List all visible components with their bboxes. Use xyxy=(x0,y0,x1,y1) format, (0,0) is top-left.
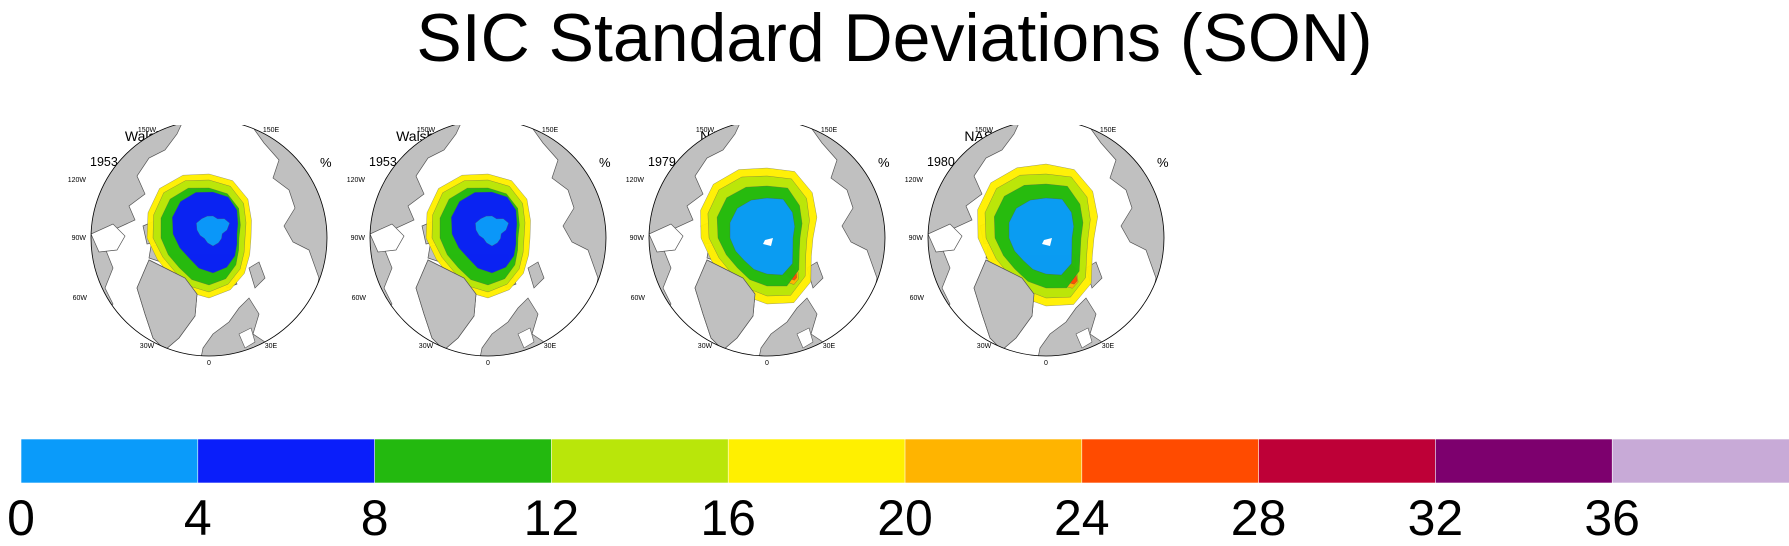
longitude-label: 30E xyxy=(265,343,278,350)
longitude-label: 0 xyxy=(207,360,211,367)
ice-contour-band xyxy=(1008,197,1074,276)
map-panel-nasa-cdr: NASA CDR NH 1979-2016 % 180150W150E120W1… xyxy=(608,125,890,405)
longitude-label: 150E xyxy=(821,127,838,134)
colorbar-label: 4 xyxy=(183,490,212,546)
longitude-label: 90W xyxy=(72,235,87,242)
map-panel-nasa-bootstrap: NASA Bootstrap NH 1980-2016 % 180150W150… xyxy=(887,125,1169,405)
greenland xyxy=(415,259,477,351)
panel-unit: % xyxy=(878,155,890,170)
longitude-label: 30E xyxy=(823,343,836,350)
longitude-label: 120W xyxy=(626,177,645,184)
longitude-label: 150E xyxy=(1100,127,1117,134)
colorbar-segment xyxy=(551,438,730,484)
longitude-label: 120W xyxy=(905,177,924,184)
longitude-label: 150W xyxy=(138,127,157,134)
longitude-label: 30E xyxy=(544,343,557,350)
longitude-label: 120W xyxy=(68,177,87,184)
longitude-label: 60W xyxy=(352,295,367,302)
longitude-label: 0 xyxy=(486,360,490,367)
polar-map: 180150W150E120W120E90W90E60W60E30W30E0 xyxy=(68,125,328,367)
greenland xyxy=(136,259,198,351)
colorbar-segment xyxy=(1081,438,1260,484)
longitude-label: 0 xyxy=(1044,360,1048,367)
longitude-label: 30W xyxy=(977,343,992,350)
ice-contour-band xyxy=(196,215,230,247)
panel-unit: % xyxy=(599,155,611,170)
colorbar-segment xyxy=(727,438,906,484)
ice-contour-band xyxy=(475,215,509,247)
panel-unit: % xyxy=(320,155,332,170)
ice-contour-band xyxy=(729,197,795,276)
figure-title: SIC Standard Deviations (SON) xyxy=(416,0,1373,76)
land-mass xyxy=(248,261,266,289)
colorbar-label: 8 xyxy=(360,490,389,546)
map-boundary xyxy=(648,125,886,357)
colorbar-segment xyxy=(21,438,199,484)
longitude-label: 150W xyxy=(975,127,994,134)
panel-unit: % xyxy=(1157,155,1169,170)
longitude-label: 90W xyxy=(630,235,645,242)
colorbar-label: 28 xyxy=(1230,490,1287,546)
longitude-label: 150E xyxy=(263,127,280,134)
map-panel-walsh-chapman: Walsh and Chapman 1953-2011 % 180150W150… xyxy=(50,125,332,405)
polar-map: 180150W150E120W120E90W90E60W60E30W30E0 xyxy=(905,125,1165,367)
longitude-label: 60W xyxy=(631,295,646,302)
colorbar-label: 0 xyxy=(7,490,35,546)
longitude-label: 150W xyxy=(417,127,436,134)
colorbar-label: 24 xyxy=(1053,490,1110,546)
baltic-sea xyxy=(1075,327,1093,349)
pole-hole xyxy=(1042,238,1052,246)
hudson-bay xyxy=(370,223,405,253)
map-boundary xyxy=(927,125,1165,357)
baltic-sea xyxy=(517,327,535,349)
polar-map: 180150W150E120W120E90W90E60W60E30W30E0 xyxy=(626,125,886,367)
colorbar-label: 12 xyxy=(523,490,580,546)
greenland xyxy=(973,259,1035,351)
colorbar-segment xyxy=(1435,438,1614,484)
greenland xyxy=(694,259,756,351)
colorbar-segment xyxy=(1611,438,1789,484)
polar-map: 180150W150E120W120E90W90E60W60E30W30E0 xyxy=(347,125,607,367)
hudson-bay xyxy=(649,223,684,253)
hudson-bay xyxy=(928,223,963,253)
colorbar-label: 16 xyxy=(700,490,756,546)
colorbar-segment xyxy=(197,438,376,484)
baltic-sea xyxy=(796,327,814,349)
hudson-bay xyxy=(91,223,126,253)
longitude-label: 30W xyxy=(140,343,155,350)
longitude-label: 150E xyxy=(542,127,559,134)
colorbar-label: 36 xyxy=(1584,490,1640,546)
colorbar-label: 32 xyxy=(1407,490,1464,546)
longitude-label: 150W xyxy=(696,127,715,134)
longitude-label: 60W xyxy=(910,295,925,302)
longitude-label: 90W xyxy=(351,235,366,242)
colorbar-segment xyxy=(374,438,553,484)
longitude-label: 0 xyxy=(765,360,769,367)
map-panel-walsh-chapman-1: Walsh and Chapman_1 1953-2011 % 180150W1… xyxy=(329,125,611,405)
map-boundary xyxy=(369,125,607,357)
colorbar xyxy=(21,438,1789,484)
longitude-label: 60W xyxy=(73,295,88,302)
pole-hole xyxy=(763,238,773,246)
longitude-label: 90W xyxy=(909,235,924,242)
longitude-label: 30W xyxy=(698,343,713,350)
land-mass xyxy=(527,261,545,289)
longitude-label: 120W xyxy=(347,177,366,184)
colorbar-segment xyxy=(904,438,1083,484)
colorbar-label: 20 xyxy=(877,490,933,546)
map-boundary xyxy=(90,125,328,357)
longitude-label: 30W xyxy=(419,343,434,350)
baltic-sea xyxy=(238,327,256,349)
longitude-label: 30E xyxy=(1102,343,1115,350)
colorbar-segment xyxy=(1258,438,1437,484)
